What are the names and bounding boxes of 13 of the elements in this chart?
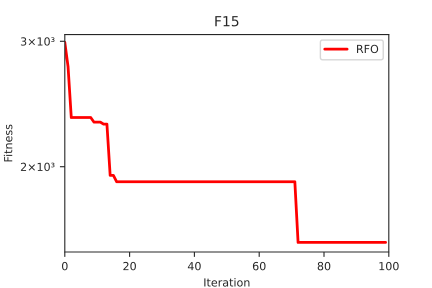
legend-label: RFO <box>357 44 378 54</box>
x-tick-label: 0 <box>62 262 68 270</box>
line-series <box>64 40 387 244</box>
y-axis-title: Fitness <box>4 124 12 162</box>
x-tick-label: 20 <box>123 262 136 270</box>
y-tick-label: 2×10³ <box>20 162 55 172</box>
x-tick-label: 100 <box>379 262 399 270</box>
x-axis-title: Iteration <box>204 278 250 287</box>
y-tick-label: 3×10³ <box>20 37 55 46</box>
chart-title: F15 <box>215 16 238 26</box>
x-tick-label: 40 <box>188 262 201 270</box>
x-tick-label: 60 <box>252 262 266 270</box>
x-tick-label: 80 <box>318 262 330 270</box>
